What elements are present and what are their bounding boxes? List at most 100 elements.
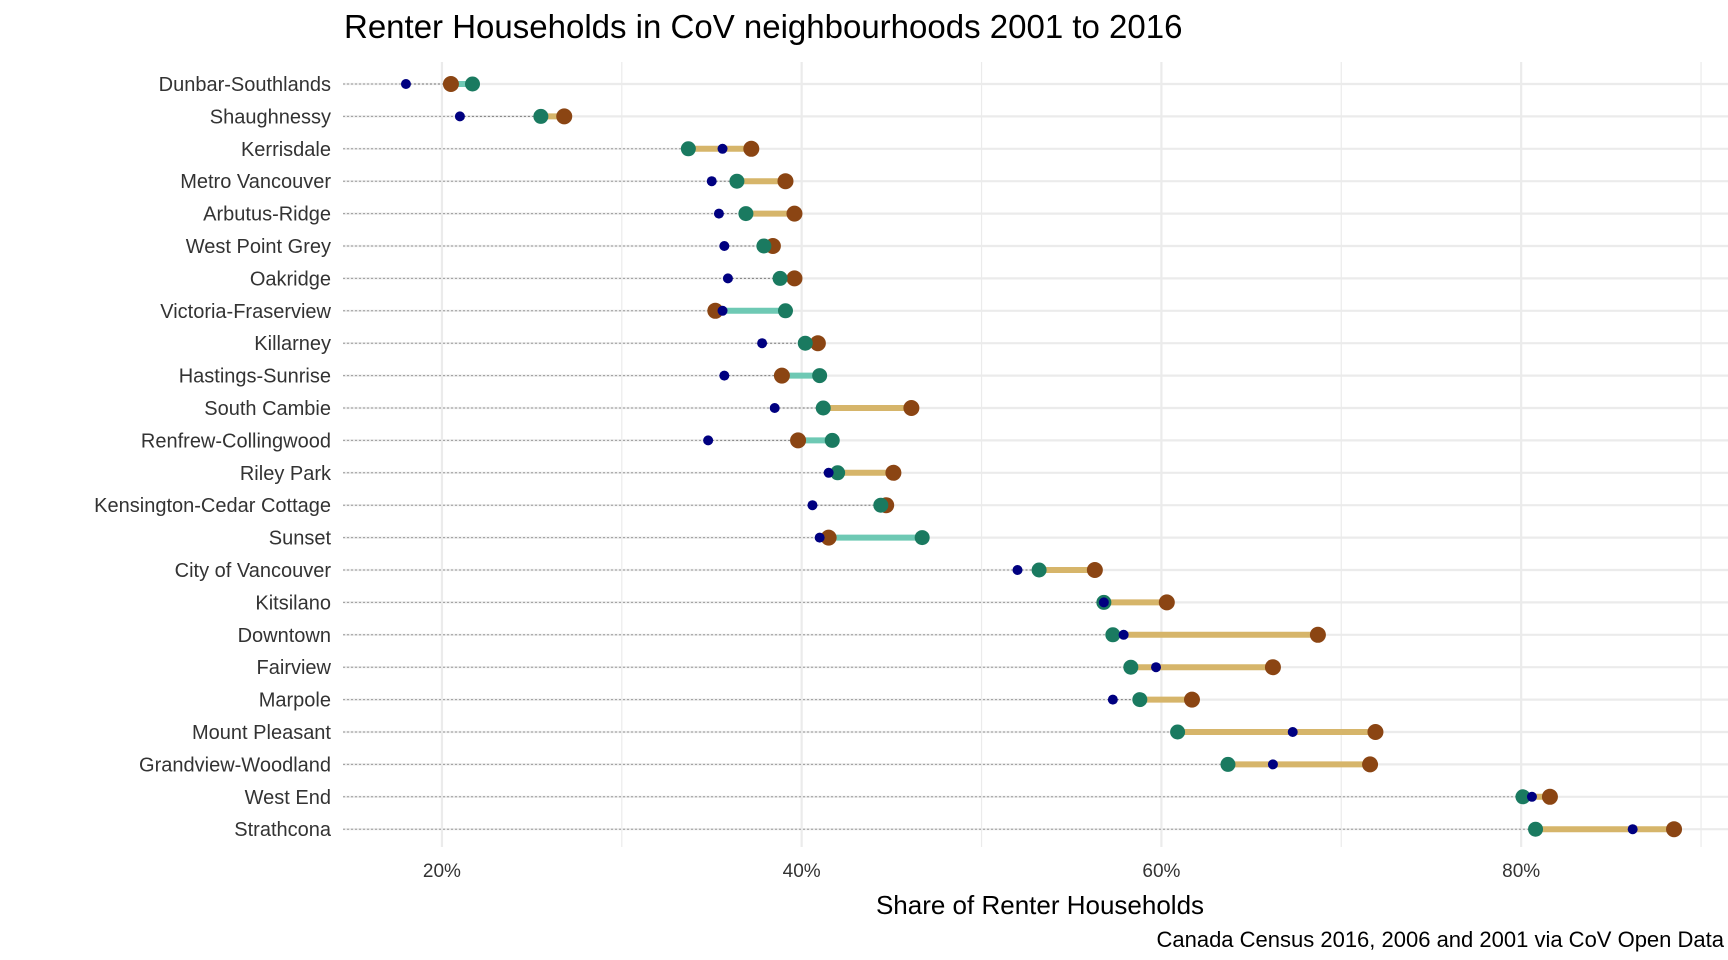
- point-2016: [786, 205, 803, 222]
- y-axis-label: Killarney: [254, 333, 331, 355]
- point-2001: [454, 111, 465, 122]
- point-2001: [1627, 824, 1638, 835]
- y-axis-label: Downtown: [238, 625, 331, 647]
- y-axis-label: Hastings-Sunrise: [179, 366, 331, 388]
- point-2006: [812, 368, 828, 384]
- point-2016: [1183, 691, 1200, 708]
- point-2006: [533, 108, 549, 124]
- point-2006: [465, 76, 481, 92]
- point-2016: [1158, 594, 1175, 611]
- x-tick-label: 60%: [1142, 861, 1180, 882]
- point-2001: [1012, 565, 1023, 575]
- y-axis-label: Riley Park: [240, 463, 332, 485]
- leader-lines: [343, 83, 1536, 830]
- point-2006: [756, 238, 772, 254]
- y-axis-label: Marpole: [259, 690, 331, 712]
- point-2001: [706, 176, 717, 187]
- point-2001: [722, 273, 733, 284]
- y-axis-label: Shaughnessy: [210, 106, 331, 128]
- y-axis-label: Kitsilano: [255, 592, 331, 614]
- point-2016: [820, 529, 837, 546]
- point-2016: [773, 367, 790, 384]
- point-2016: [1264, 659, 1281, 676]
- y-axis-label: Grandview-Woodland: [139, 754, 331, 776]
- point-2006: [1220, 756, 1236, 772]
- chart-title: Renter Households in CoV neighbourhoods …: [344, 8, 1182, 45]
- change-segments: [405, 81, 1675, 833]
- x-axis-title: Share of Renter Households: [876, 890, 1204, 920]
- point-2016: [442, 76, 459, 92]
- point-2006: [777, 303, 793, 319]
- y-axis-label: Metro Vancouver: [180, 171, 331, 193]
- y-axis-label: Strathcona: [234, 819, 332, 841]
- point-2006: [1528, 821, 1544, 837]
- y-axis-label: South Cambie: [204, 398, 331, 420]
- point-2016: [1086, 562, 1103, 578]
- point-2006: [772, 270, 788, 286]
- point-2001: [1526, 791, 1537, 802]
- y-axis-label: West Point Grey: [186, 236, 331, 258]
- y-axis-label: Fairview: [257, 657, 332, 679]
- y-axis-label: Sunset: [269, 528, 332, 550]
- point-2016: [707, 302, 724, 319]
- point-2001: [400, 79, 411, 89]
- point-2001: [769, 403, 780, 413]
- point-2016: [743, 140, 760, 157]
- data-points: [400, 76, 1683, 838]
- y-axis-label: Kensington-Cedar Cottage: [94, 495, 331, 517]
- x-tick-label: 80%: [1502, 861, 1540, 882]
- point-2001: [703, 435, 714, 446]
- point-2001: [1107, 694, 1118, 705]
- point-2006: [738, 206, 754, 222]
- point-2016: [1362, 756, 1379, 773]
- point-2016: [1541, 788, 1558, 805]
- point-2001: [1098, 597, 1109, 608]
- point-2006: [1123, 659, 1139, 675]
- x-tick-label: 40%: [783, 861, 821, 882]
- point-2006: [830, 465, 846, 481]
- y-axis-labels: Dunbar-Southlands Shaughnessy Kerrisdale Me…: [94, 74, 332, 841]
- point-2006: [914, 530, 930, 546]
- grid-lines: [343, 62, 1728, 847]
- point-2016: [790, 432, 807, 449]
- point-2016: [777, 173, 794, 190]
- point-2016: [885, 464, 902, 481]
- point-2006: [873, 497, 889, 513]
- x-tick-label: 20%: [423, 861, 461, 882]
- point-2016: [786, 270, 803, 287]
- point-2006: [1031, 562, 1047, 578]
- point-2006: [680, 141, 696, 157]
- point-2006: [1105, 627, 1121, 643]
- x-axis-tick-labels: 20% 40% 60% 80%: [423, 861, 1540, 882]
- y-axis-label: Kerrisdale: [241, 139, 331, 161]
- point-2006: [1515, 789, 1531, 805]
- y-axis-label: Victoria-Fraserview: [160, 301, 331, 323]
- point-2006: [729, 173, 745, 189]
- point-2006: [1170, 724, 1186, 740]
- point-2006: [824, 432, 840, 448]
- point-2001: [757, 338, 768, 349]
- point-2001: [807, 500, 818, 511]
- point-2001: [1287, 727, 1298, 737]
- y-axis-label: Renfrew-Collingwood: [141, 430, 331, 452]
- y-axis-label: Oakridge: [250, 268, 331, 290]
- point-2001: [719, 241, 730, 251]
- point-2006: [815, 400, 831, 416]
- point-2001: [1267, 759, 1278, 770]
- point-2016: [1367, 724, 1384, 740]
- point-2001: [717, 143, 728, 154]
- point-2001: [719, 370, 730, 381]
- point-2001: [814, 532, 825, 543]
- y-axis-label: Dunbar-Southlands: [159, 74, 331, 96]
- point-2016: [903, 400, 920, 416]
- point-2001: [1118, 629, 1129, 640]
- point-2006: [797, 335, 813, 351]
- point-2016: [1309, 626, 1326, 643]
- point-2016: [809, 335, 826, 352]
- y-axis-label: West End: [245, 787, 331, 809]
- y-axis-label: Arbutus-Ridge: [203, 204, 331, 226]
- point-2001: [1151, 662, 1162, 673]
- point-2001: [717, 305, 728, 316]
- point-2016: [556, 108, 573, 125]
